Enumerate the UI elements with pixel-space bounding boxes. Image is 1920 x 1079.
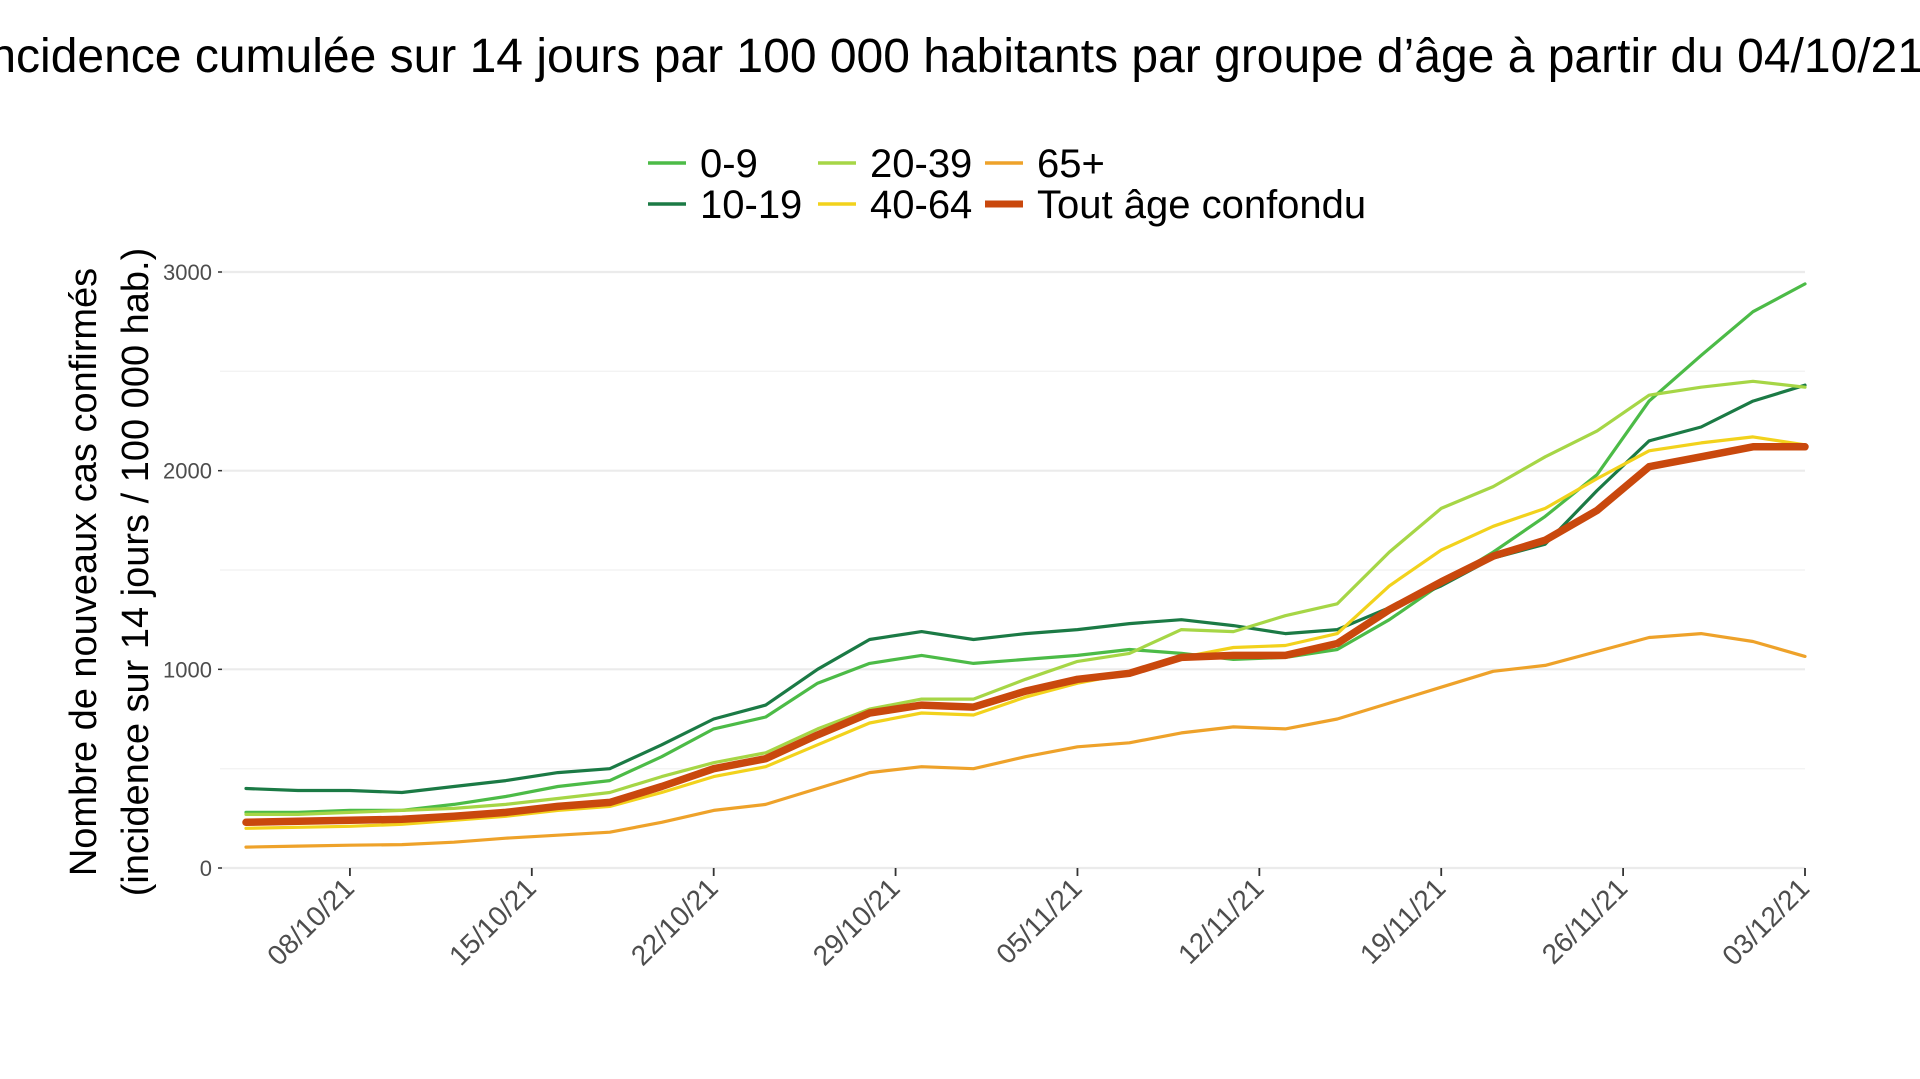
legend-label: 0-9 <box>700 142 758 186</box>
series-line-0-9 <box>244 282 1807 815</box>
legend-label: 20-39 <box>870 142 972 186</box>
series-line-tout-ge-confondu <box>242 443 1809 827</box>
axes: 0 1000 2000 3000 08/10/21 15/10/21 22/10/21 29/… <box>163 260 1815 971</box>
legend-item: Tout âge confondu <box>985 183 1366 227</box>
chart-title: Incidence cumulée sur 14 jours par 100 0… <box>0 30 1920 83</box>
x-tick-label: 05/11/21 <box>990 872 1088 970</box>
legend-item: 10-19 <box>648 183 802 227</box>
x-tick-label: 19/11/21 <box>1354 872 1452 970</box>
legend-item: 65+ <box>985 142 1105 186</box>
y-axis-label-line2: (incidence sur 14 jours / 100 000 hab.) <box>115 248 157 897</box>
y-tick-label: 3000 <box>163 260 212 285</box>
legend-label: 10-19 <box>700 183 802 227</box>
y-axis-label-line1: Nombre de nouveaux cas confirmés <box>63 268 105 876</box>
y-tick-label: 1000 <box>163 657 212 682</box>
x-tick-label: 29/10/21 <box>807 872 906 971</box>
x-tick-label: 03/12/21 <box>1716 872 1815 971</box>
y-tick-label: 0 <box>200 856 212 881</box>
legend-label: Tout âge confondu <box>1037 183 1366 227</box>
plot-area <box>242 282 1809 849</box>
legend-item: 20-39 <box>818 142 972 186</box>
legend-label: 40-64 <box>870 183 972 227</box>
x-tick-label: 22/10/21 <box>625 872 724 971</box>
series-line-20-39 <box>244 379 1807 817</box>
legend-item: 0-9 <box>648 142 758 186</box>
series-line-40-64 <box>244 435 1807 830</box>
y-tick-label: 2000 <box>163 459 212 484</box>
legend-item: 40-64 <box>818 183 972 227</box>
x-tick-label: 12/11/21 <box>1172 872 1270 970</box>
series-line-10-19 <box>244 383 1807 795</box>
grid <box>220 270 1805 870</box>
x-tick-label: 08/10/21 <box>261 872 360 971</box>
series-line-65 <box>244 631 1807 849</box>
x-tick-label: 26/11/21 <box>1536 872 1634 970</box>
legend-label: 65+ <box>1037 142 1105 186</box>
x-tick-label: 15/10/21 <box>443 872 542 971</box>
